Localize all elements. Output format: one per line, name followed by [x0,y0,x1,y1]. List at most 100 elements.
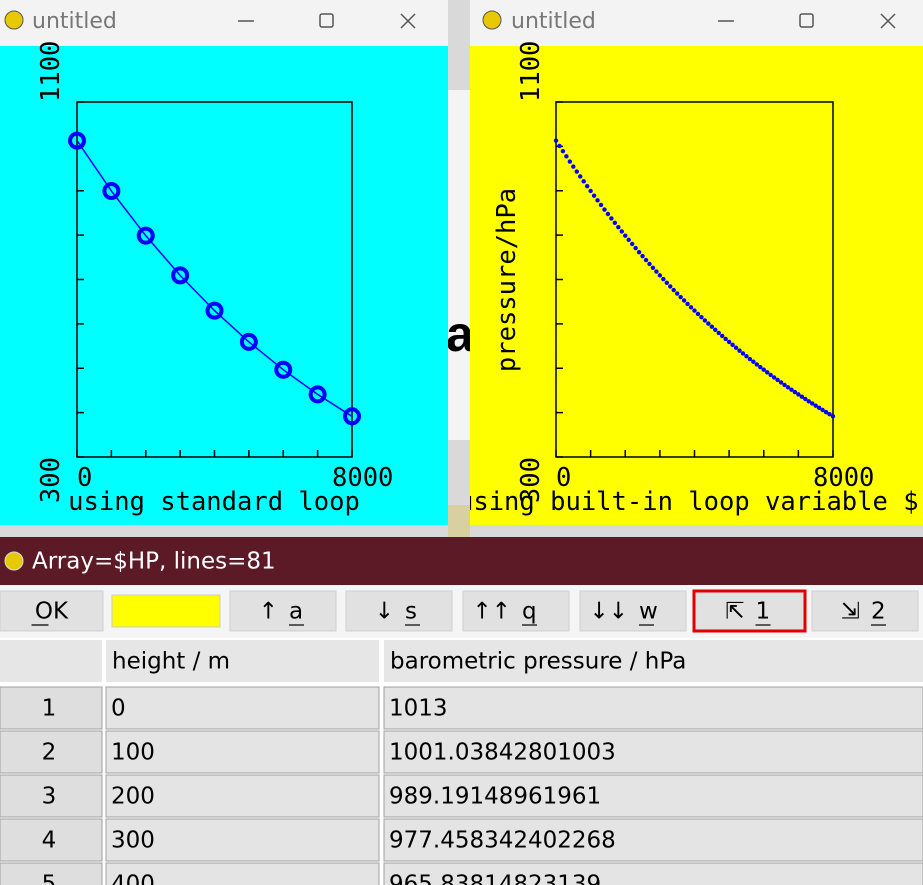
data-point [775,377,780,383]
caption: using built-in loop variable $ [458,487,919,517]
cell-text: 100 [111,740,155,766]
row-header[interactable] [0,862,103,885]
app-icon [482,10,502,30]
close-button[interactable] [880,13,896,29]
data-point [678,294,683,300]
cell-text: 400 [111,872,155,885]
row-header[interactable] [0,730,103,774]
button-key: w [639,599,658,625]
close-button[interactable] [400,13,416,29]
header-cell[interactable] [384,640,923,682]
data-point [567,159,573,164]
table-cell[interactable] [105,730,380,774]
header-cell [0,640,102,682]
data-point [571,164,576,169]
header-cell[interactable] [106,640,379,682]
button-icon: ⇲ [841,599,860,625]
toolbar-button[interactable] [345,590,453,632]
data-point [308,385,327,404]
data-point [605,211,611,217]
plot-background [470,46,923,525]
data-point [668,284,673,289]
button-label: OK [35,599,69,625]
toolbar-button[interactable] [692,589,807,633]
toolbar-button[interactable] [462,590,570,632]
array-window: Array=$HP, lines=81 OK ↑ a ↓ s ↑↑ q ↓↓ w ⇱ 1 ⇲ 2 heig… [0,537,923,885]
data-point [765,370,770,375]
data-point [598,202,604,208]
table-cell[interactable] [105,686,380,730]
toolbar-button[interactable] [579,590,687,632]
button-key: s [405,599,417,625]
data-point [751,359,756,364]
data-point [588,188,593,194]
window-title: Array=$HP, lines=81 [32,549,276,575]
data-point [623,233,628,238]
window-title: untitled [511,9,596,34]
data-point [768,372,773,378]
row-header[interactable] [0,774,103,818]
data-point [633,245,638,251]
button-icon: ↑ [259,599,278,625]
data-point [619,229,624,234]
x-axis-min: 0 [77,463,92,493]
button-key: 1 [756,599,771,625]
table-cell[interactable] [383,686,923,730]
data-point [799,394,805,399]
data-point [136,226,155,245]
data-point [661,276,666,282]
table-cell[interactable] [105,862,380,885]
app-icon [4,10,24,30]
table-cell[interactable] [383,774,923,818]
data-point [640,253,645,259]
data-point [591,193,597,198]
data-point [803,396,808,402]
data-point [564,154,569,159]
maximize-button[interactable] [799,13,814,28]
row-header[interactable] [0,818,103,862]
data-point [827,412,832,417]
toolbar-button[interactable] [229,590,337,632]
plot-window: untitled 0 8000 300 1100 using standard loop [0,0,448,525]
data-point [68,131,86,150]
data-point [706,321,711,326]
color-swatch[interactable] [111,594,221,628]
data-point [713,327,718,333]
toolbar-button[interactable] [0,590,104,632]
data-point [647,261,652,267]
data-point [733,345,739,350]
title-bar [470,0,923,46]
x-axis-max: 8000 [813,463,874,493]
table-cell[interactable] [105,774,380,818]
toolbar-button[interactable] [811,590,919,632]
data-point [650,265,656,270]
button-icon: ⇱ [725,599,744,625]
row-number: 5 [42,872,57,885]
data-point [778,380,784,385]
table-cell[interactable] [105,818,380,862]
y-axis-max: 1100 [516,41,546,102]
maximize-button[interactable] [319,13,334,28]
data-point [654,269,659,274]
data-point [726,339,732,345]
x-axis-max: 8000 [332,463,393,493]
data-point [616,224,621,230]
background-window [448,90,470,440]
table-cell[interactable] [383,862,923,885]
data-point [205,301,224,320]
data-point [744,354,749,359]
row-number: 3 [42,784,57,810]
row-number: 4 [42,828,57,854]
data-point [730,342,735,348]
y-axis-label: pressure/hPa [492,188,522,372]
plot-background [0,46,448,525]
cell-text: 0 [111,696,126,722]
series-line [76,140,353,417]
cell-text: 300 [111,828,155,854]
data-point [754,362,760,367]
cell-text: 965.83814823139 [389,872,601,885]
table-cell[interactable] [383,818,923,862]
row-header[interactable] [0,686,103,730]
table-cell[interactable] [383,730,923,774]
